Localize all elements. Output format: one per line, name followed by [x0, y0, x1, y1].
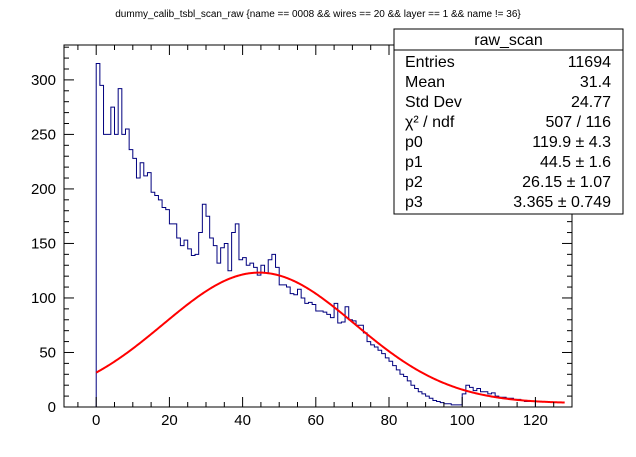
x-tick-label: 60 — [307, 412, 324, 429]
stats-row-value: 44.5 ± 1.6 — [540, 154, 611, 171]
stats-row-value: 11694 — [568, 54, 611, 71]
stats-box-title: raw_scan — [474, 32, 542, 49]
fit-curve — [95, 271, 565, 404]
stats-row-value: 26.15 ± 1.07 — [522, 174, 611, 191]
stats-row-label: p2 — [405, 174, 423, 191]
y-tick-label: 50 — [39, 344, 56, 361]
stats-row-value: 507 / 116 — [545, 114, 611, 131]
histogram-series — [95, 63, 536, 407]
stats-box — [393, 28, 624, 215]
x-tick-label: 40 — [234, 412, 251, 429]
stats-row-label: p3 — [405, 194, 423, 211]
y-tick-label: 150 — [31, 235, 56, 252]
stats-row-label: p1 — [405, 154, 423, 171]
y-tick-label: 300 — [31, 72, 56, 89]
x-tick-label: 100 — [450, 412, 475, 429]
stats-row-label: Mean — [405, 74, 445, 91]
stats-row-label: Entries — [405, 54, 455, 71]
stats-row-value: 31.4 — [580, 74, 611, 91]
stats-row-value: 119.9 ± 4.3 — [532, 134, 611, 151]
x-tick-label: 20 — [161, 412, 178, 429]
x-tick-label: 80 — [381, 412, 398, 429]
stats-row-value: 24.77 — [571, 94, 611, 111]
stats-row-label: Std Dev — [405, 94, 462, 111]
chart-title: dummy_calib_tsbl_scan_raw {name == 0008 … — [115, 9, 521, 20]
x-tick-label: 120 — [523, 412, 548, 429]
stats-row-label: p0 — [405, 134, 423, 151]
y-tick-label: 250 — [31, 126, 56, 143]
y-tick-label: 100 — [31, 290, 56, 307]
stats-row-label: χ² / ndf — [405, 114, 455, 131]
y-tick-label: 200 — [31, 181, 56, 198]
x-tick-label: 0 — [92, 412, 100, 429]
y-tick-label: 0 — [48, 399, 56, 416]
stats-row-value: 3.365 ± 0.749 — [513, 194, 611, 211]
